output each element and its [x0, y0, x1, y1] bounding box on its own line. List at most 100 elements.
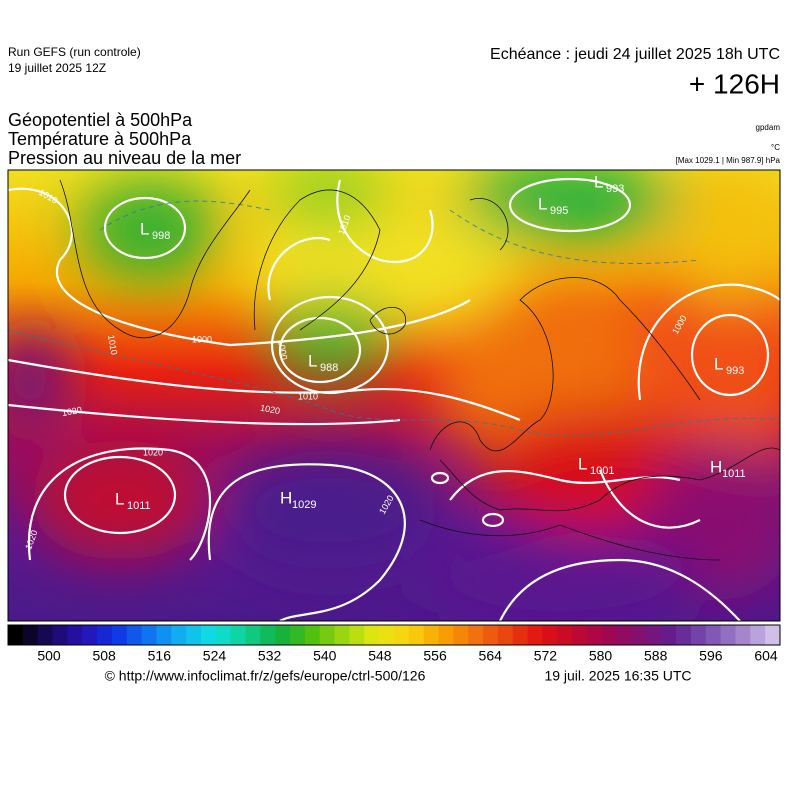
colorbar-swatch	[126, 625, 143, 645]
unit-label: [Max 1029.1 | Min 987.9] hPa	[676, 156, 781, 165]
center-letter: H	[280, 488, 292, 507]
isobar-label: 1020	[143, 447, 163, 457]
colorbar-swatch	[394, 625, 410, 645]
colorbar-swatch	[572, 625, 588, 645]
center-value: 1011	[722, 468, 746, 480]
isobar-label: 1000	[192, 334, 212, 344]
center-value: 993	[726, 365, 744, 377]
colorbar-swatch	[720, 625, 736, 645]
colorbar-swatch	[379, 625, 395, 645]
colorbar-tick-label: 508	[92, 648, 116, 664]
center-value: 1011	[127, 500, 151, 512]
isobars	[8, 177, 780, 621]
isobar-label: 1010	[298, 391, 318, 401]
center-letter: H	[710, 457, 722, 476]
colorbar-swatch	[364, 625, 380, 645]
colorbar: 500 508 516 524 532 540 548 556 564 572 580 588 596 6…	[7, 624, 781, 664]
colorbar-tick-label: 588	[644, 648, 668, 664]
isobar-label: 1010	[106, 334, 119, 355]
colorbar-tick-label: 564	[479, 648, 503, 664]
colorbar-swatch	[275, 625, 291, 645]
colorbar-swatch	[661, 625, 677, 645]
colorbar-swatch	[690, 625, 707, 645]
colorbar-swatch	[304, 625, 321, 645]
colorbar-tick-label: 556	[423, 648, 447, 664]
colorbar-swatch	[201, 625, 217, 645]
isobar-label: 1020	[61, 405, 82, 418]
center-value: 995	[550, 205, 568, 217]
colorbar-swatch	[765, 625, 781, 645]
colorbar-tick-label: 604	[754, 648, 778, 664]
colorbar-swatch	[171, 625, 187, 645]
colorbar-swatch	[676, 625, 692, 645]
field-name: Température à 500hPa	[8, 129, 192, 149]
unit-label: °C	[771, 143, 780, 152]
isotherms	[8, 200, 780, 437]
colorbar-swatch	[52, 625, 68, 645]
colorbar-swatch	[483, 625, 499, 645]
colorbar-swatch	[616, 625, 633, 645]
colorbar-swatch	[631, 625, 647, 645]
colorbar-swatch	[646, 625, 662, 645]
colorbar-tick-label: 532	[258, 648, 282, 664]
colorbar-swatch	[141, 625, 157, 645]
center-value: 998	[152, 230, 170, 242]
field-name: Géopotentiel à 500hPa	[8, 110, 193, 130]
unit-label: gpdam	[756, 123, 781, 132]
colorbar-swatch	[97, 625, 113, 645]
center-letter: L	[594, 172, 603, 191]
colorbar-tick-label: 572	[534, 648, 558, 664]
colorbar-swatch	[349, 625, 365, 645]
colorbar-swatch	[111, 625, 128, 645]
run-title: Run GEFS (run controle)	[8, 45, 141, 59]
coastlines	[59, 179, 780, 561]
center-letter: L	[538, 194, 547, 213]
colorbar-swatch	[423, 625, 440, 645]
colorbar-swatch	[290, 625, 306, 645]
colorbar-tick-label: 596	[699, 648, 723, 664]
colorbar-swatch	[512, 625, 529, 645]
center-letter: L	[308, 351, 317, 370]
colorbar-frame	[7, 624, 781, 646]
colorbar-swatch	[186, 625, 202, 645]
colorbar-swatch	[260, 625, 276, 645]
center-letter: L	[140, 219, 149, 238]
colorbar-swatch	[334, 625, 350, 645]
isobar-label: 1000	[276, 339, 289, 360]
center-letter: L	[714, 354, 723, 373]
center-value: 1029	[292, 499, 316, 511]
colorbar-swatch	[705, 625, 722, 645]
colorbar-swatch	[735, 625, 751, 645]
colorbar-tick-label: 500	[37, 648, 61, 664]
center-letter: L	[578, 454, 587, 473]
colorbar-swatch	[497, 625, 514, 645]
colorbar-swatch	[557, 625, 573, 645]
colorbar-swatch	[67, 625, 83, 645]
colorbar-swatch	[601, 625, 618, 645]
center-value: 993	[606, 183, 624, 195]
colorbar-swatch	[587, 625, 603, 645]
colorbar-swatch	[156, 625, 172, 645]
colorbar-tick-label: 548	[368, 648, 392, 664]
generated-time: 19 juil. 2025 16:35 UTC	[544, 668, 691, 684]
colorbar-swatch	[215, 625, 232, 645]
colorbar-swatch	[37, 625, 54, 645]
colorbar-swatch	[542, 625, 558, 645]
center-value: 988	[320, 362, 338, 374]
colorbar-swatch	[319, 625, 336, 645]
colorbar-tick-label: 580	[589, 648, 613, 664]
colorbar-swatch	[8, 625, 24, 645]
valid-time: Echéance : jeudi 24 juillet 2025 18h UTC	[490, 46, 780, 63]
colorbar-tick-label: 540	[313, 648, 337, 664]
colorbar-swatch	[468, 625, 484, 645]
colorbar-swatch	[750, 625, 766, 645]
map-frame	[7, 169, 781, 622]
run-date: 19 juillet 2025 12Z	[8, 61, 106, 75]
colorbar-swatch	[230, 625, 247, 645]
colorbar-swatch	[438, 625, 454, 645]
center-letter: L	[115, 489, 124, 508]
colorbar-swatch	[408, 625, 425, 645]
